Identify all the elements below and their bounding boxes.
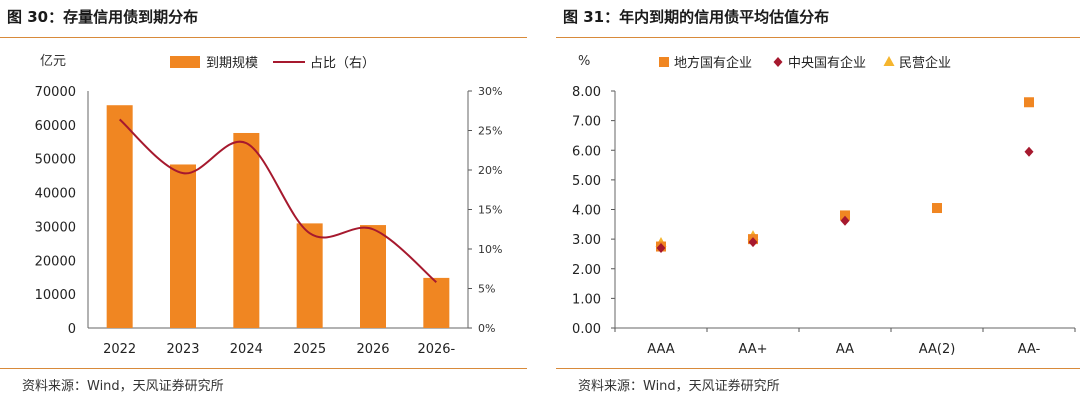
legend-label: 民营企业 bbox=[899, 55, 951, 71]
bar bbox=[360, 225, 386, 328]
y-tick-label: 10000 bbox=[35, 288, 76, 303]
y2-tick-label: 20% bbox=[478, 164, 502, 177]
y-tick-label: 50000 bbox=[35, 153, 76, 168]
x-tick-label: 2025 bbox=[293, 342, 326, 357]
source-note: 资料来源：Wind，天风证券研究所 bbox=[22, 379, 224, 394]
y-tick-label: 2.00 bbox=[572, 263, 601, 278]
y-axis-unit-label: 亿元 bbox=[40, 54, 66, 69]
y-tick-label: 60000 bbox=[35, 119, 76, 134]
x-tick-label: AA- bbox=[1018, 342, 1041, 357]
y-tick-label: 8.00 bbox=[572, 85, 601, 100]
bar bbox=[106, 105, 133, 328]
x-tick-label: AA bbox=[836, 342, 854, 357]
data-point bbox=[748, 237, 758, 248]
x-tick-label: 2023 bbox=[166, 342, 199, 357]
x-tick-label: 2024 bbox=[230, 342, 263, 357]
x-tick-label: AA(2) bbox=[919, 342, 956, 357]
legend-marker bbox=[773, 57, 783, 67]
x-tick-label: 2026 bbox=[356, 342, 389, 357]
legend-swatch-bar bbox=[170, 56, 200, 68]
y-tick-label: 0 bbox=[68, 322, 76, 337]
y-tick-label: 30000 bbox=[35, 220, 76, 235]
data-point bbox=[840, 215, 850, 226]
y2-tick-label: 25% bbox=[478, 125, 502, 138]
valuation-scatter-chart: %0.001.002.003.004.005.006.007.008.00AAA… bbox=[572, 54, 1076, 357]
y-tick-label: 20000 bbox=[35, 254, 76, 269]
legend-label: 地方国有企业 bbox=[674, 55, 752, 71]
bar bbox=[170, 164, 196, 328]
data-point bbox=[932, 203, 942, 214]
x-tick-label: AA+ bbox=[738, 342, 767, 357]
y-tick-label: 7.00 bbox=[572, 115, 601, 130]
title-divider bbox=[0, 37, 527, 38]
chart-title: 图 31：年内到期的信用债平均估值分布 bbox=[563, 8, 830, 26]
bar bbox=[423, 277, 450, 328]
x-tick-label: AAA bbox=[647, 342, 675, 357]
source-divider bbox=[0, 368, 527, 369]
y-tick-label: 5.00 bbox=[572, 174, 601, 189]
maturity-bar-line-chart: 亿元 0 10000 20000 30000 40000 50000 60000 70000 0%… bbox=[35, 54, 503, 357]
source-divider bbox=[556, 368, 1080, 369]
series-line bbox=[119, 118, 437, 283]
y-tick-label: 3.00 bbox=[572, 233, 601, 248]
y-tick-label: 0.00 bbox=[572, 322, 601, 337]
y2-tick-label: 0% bbox=[478, 322, 495, 335]
legend-marker bbox=[883, 56, 895, 66]
bar bbox=[296, 223, 323, 328]
left-chart-panel: 图 30：存量信用债到期分布 亿元 0 10000 20000 30000 40000 50… bbox=[0, 0, 527, 409]
legend-marker bbox=[659, 57, 669, 67]
y-tick-label: 70000 bbox=[35, 85, 76, 100]
x-tick-label: 2026- bbox=[417, 342, 455, 357]
data-point bbox=[840, 210, 850, 221]
legend-label: 占比（右） bbox=[310, 56, 375, 71]
y-tick-label: 40000 bbox=[35, 187, 76, 202]
data-point bbox=[656, 243, 666, 254]
y2-tick-label: 15% bbox=[478, 204, 502, 217]
y-tick-label: 6.00 bbox=[572, 144, 601, 159]
legend-label: 到期规模 bbox=[206, 56, 258, 71]
chart-title: 图 30：存量信用债到期分布 bbox=[7, 8, 199, 26]
y2-tick-label: 5% bbox=[478, 283, 495, 296]
title-divider bbox=[556, 37, 1080, 38]
y-axis-unit-label: % bbox=[578, 54, 590, 69]
right-chart-panel: 图 31：年内到期的信用债平均估值分布 % 0.00 1.00 2.00 3.00 4.0… bbox=[556, 0, 1080, 409]
y2-tick-label: 10% bbox=[478, 243, 502, 256]
data-point bbox=[1024, 146, 1034, 157]
y-tick-label: 1.00 bbox=[572, 292, 601, 307]
data-point bbox=[1024, 97, 1034, 108]
legend-label: 中央国有企业 bbox=[788, 55, 866, 71]
bar bbox=[233, 132, 260, 328]
y2-tick-label: 30% bbox=[478, 85, 502, 98]
x-tick-label: 2022 bbox=[103, 342, 136, 357]
source-note: 资料来源：Wind，天风证券研究所 bbox=[578, 379, 780, 394]
y-tick-label: 4.00 bbox=[572, 204, 601, 219]
